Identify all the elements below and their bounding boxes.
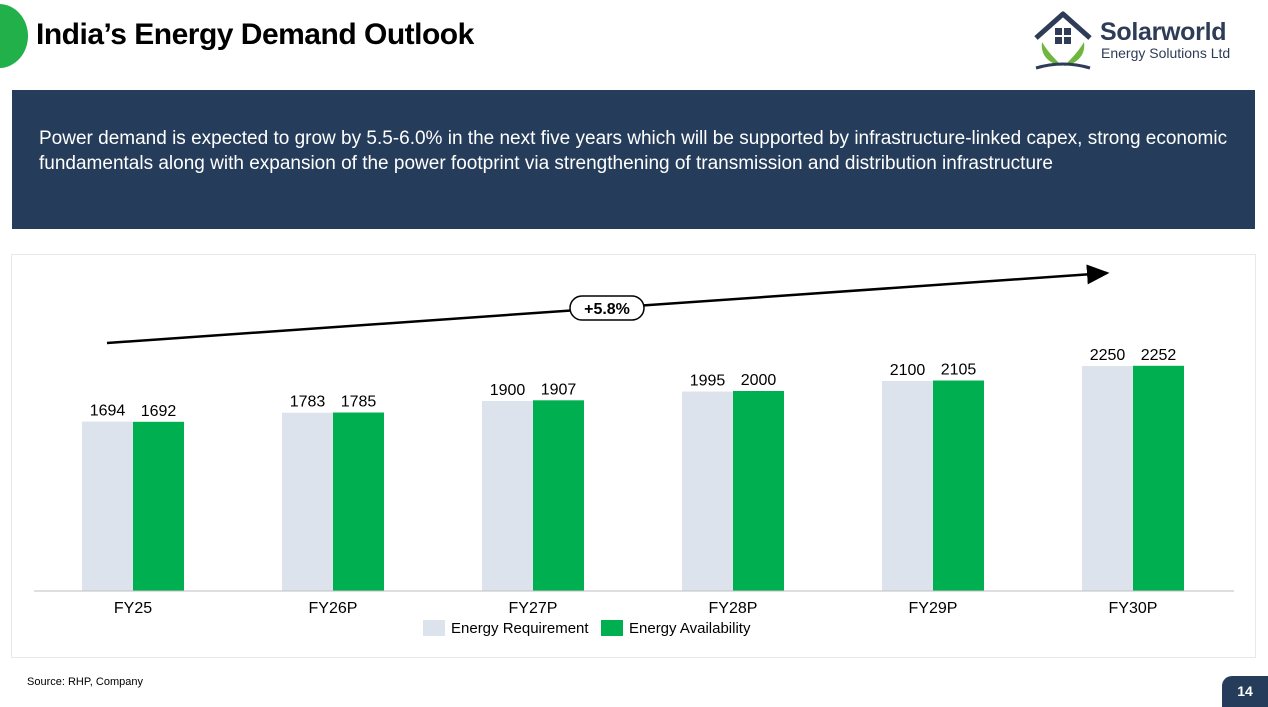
data-label: 1694: [90, 403, 126, 420]
energy-demand-chart: 1694 1692 FY25 1783 1785 FY26P 1900 1907 FY27P 19…: [34, 264, 1234, 637]
logo-brand: Solarworld: [1100, 18, 1227, 46]
legend-label-availability: Energy Availability: [629, 620, 751, 637]
bar-availability-fy28p: [733, 391, 784, 591]
x-tick-label: FY27P: [509, 600, 558, 617]
house-leaf-icon: [1034, 11, 1092, 70]
accent-dot: [0, 4, 28, 68]
bar-requirement-fy28p: [682, 391, 733, 591]
bar-requirement-fy25: [82, 421, 133, 591]
bar-availability-fy26p: [333, 412, 384, 591]
company-logo: Solarworld Energy Solutions Ltd: [1030, 8, 1255, 74]
summary-text: Power demand is expected to grow by 5.5-…: [39, 128, 1228, 174]
data-label: 2250: [1090, 347, 1126, 364]
growth-badge-label: +5.8%: [584, 301, 630, 318]
summary-banner: Power demand is expected to grow by 5.5-…: [12, 90, 1255, 229]
bar-availability-fy27p: [533, 400, 584, 591]
chart-container: 1694 1692 FY25 1783 1785 FY26P 1900 1907 FY27P 19…: [11, 254, 1256, 658]
x-tick-label: FY26P: [309, 600, 358, 617]
logo-subtitle: Energy Solutions Ltd: [1101, 45, 1231, 61]
data-label: 1783: [290, 394, 326, 411]
data-label: 2252: [1141, 347, 1177, 364]
legend-swatch-requirement: [423, 620, 445, 636]
bar-availability-fy29p: [933, 380, 984, 591]
x-tick-label: FY28P: [709, 600, 758, 617]
data-label: 1692: [141, 403, 177, 420]
x-tick-label: FY25: [114, 600, 152, 617]
x-tick-label: FY29P: [909, 600, 958, 617]
legend-swatch-availability: [601, 620, 623, 636]
data-label: 1907: [541, 381, 577, 398]
bar-requirement-fy27p: [482, 401, 533, 591]
legend-label-requirement: Energy Requirement: [451, 620, 589, 637]
data-label: 1785: [341, 394, 377, 411]
data-label: 2105: [941, 362, 977, 379]
data-label: 2100: [890, 362, 926, 379]
source-note: Source: RHP, Company: [27, 676, 143, 688]
data-label: 1900: [490, 382, 526, 399]
growth-badge: [569, 295, 645, 321]
data-label: 2000: [741, 372, 777, 389]
page-number: 14: [1222, 676, 1268, 707]
bar-availability-fy30p: [1133, 365, 1184, 591]
bar-requirement-fy29p: [882, 381, 933, 591]
x-tick-label: FY30P: [1109, 600, 1158, 617]
bar-requirement-fy26p: [282, 412, 333, 591]
bar-requirement-fy30p: [1082, 366, 1133, 591]
page-title: India’s Energy Demand Outlook: [36, 18, 474, 51]
bar-availability-fy25: [133, 421, 184, 591]
data-label: 1995: [690, 373, 726, 390]
